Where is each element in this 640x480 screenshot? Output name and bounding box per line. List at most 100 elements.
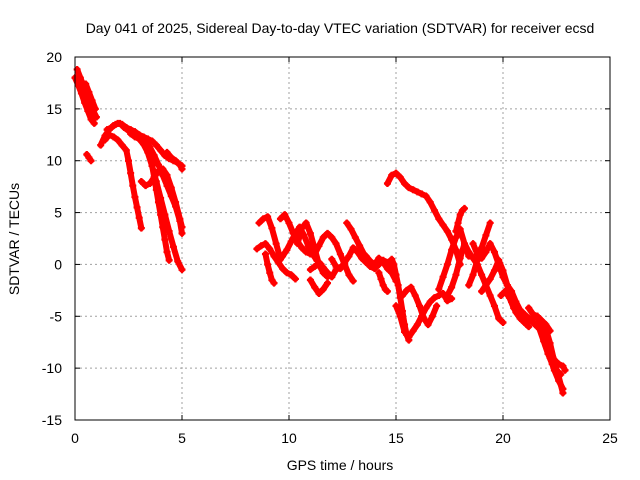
series-arc-f	[101, 131, 145, 232]
data-point	[538, 327, 546, 335]
data-point	[116, 119, 124, 127]
data-point	[520, 319, 528, 327]
data-point	[336, 250, 344, 258]
data-point	[107, 124, 115, 132]
data-point	[159, 223, 167, 231]
data-point	[150, 173, 158, 181]
data-point	[396, 312, 404, 320]
series-arc-ab	[383, 169, 464, 268]
data-point	[133, 203, 141, 211]
data-point	[460, 204, 468, 212]
data-point	[416, 302, 424, 310]
data-point	[87, 115, 95, 123]
data-point	[435, 285, 443, 293]
data-point	[103, 126, 111, 134]
grid-lines	[75, 57, 610, 420]
data-point	[499, 267, 507, 275]
data-point	[422, 192, 430, 200]
data-point	[165, 256, 173, 264]
series-arc-k	[163, 148, 186, 173]
data-point	[255, 219, 263, 227]
data-point	[319, 264, 327, 272]
data-point	[176, 161, 184, 169]
data-point	[469, 240, 477, 248]
data-point	[392, 169, 400, 177]
data-point	[291, 275, 299, 283]
y-tick-label: 5	[54, 205, 62, 221]
data-point	[328, 255, 336, 263]
data-point	[478, 244, 486, 252]
data-point	[409, 186, 417, 194]
data-point	[324, 229, 332, 237]
data-point	[486, 292, 494, 300]
data-point	[161, 236, 169, 244]
data-point	[88, 97, 96, 105]
data-point	[392, 302, 400, 310]
series-arc-d	[83, 150, 95, 165]
series-arc-ae	[452, 204, 468, 235]
data-point	[270, 279, 278, 287]
data-point	[122, 146, 130, 154]
chart-title: Day 041 of 2025, Sidereal Day-to-day VTE…	[86, 20, 595, 36]
data-point	[383, 180, 391, 188]
data-point	[518, 308, 526, 316]
data-point	[87, 157, 95, 165]
data-point	[371, 260, 379, 268]
data-point	[407, 283, 415, 291]
data-point	[85, 88, 93, 96]
data-point	[298, 224, 306, 232]
data-point	[315, 289, 323, 297]
data-point	[167, 184, 175, 192]
data-point	[148, 161, 156, 169]
data-point	[411, 292, 419, 300]
data-point	[274, 258, 282, 266]
data-point	[439, 221, 447, 229]
data-point	[424, 321, 432, 329]
x-tick-label: 25	[602, 430, 618, 446]
data-point	[443, 292, 451, 300]
data-point	[110, 133, 118, 141]
data-point	[559, 385, 567, 393]
data-points	[71, 65, 569, 397]
data-point	[311, 263, 319, 271]
data-point	[377, 275, 385, 283]
data-point	[413, 321, 421, 329]
axis-ticks: 0 5 10 15 20 25 -15 -10 -5 0 5 10 15 20	[42, 49, 618, 446]
y-tick-label: 15	[46, 101, 62, 117]
data-point	[394, 281, 402, 289]
data-point	[144, 138, 152, 146]
data-point	[379, 258, 387, 266]
data-point	[448, 295, 456, 303]
x-axis-label: GPS time / hours	[287, 457, 394, 473]
y-axis-label: SDTVAR / TECUs	[6, 183, 22, 295]
data-point	[486, 219, 494, 227]
data-point	[169, 243, 177, 251]
data-point	[499, 319, 507, 327]
data-point	[131, 133, 139, 141]
data-point	[125, 157, 132, 165]
data-point	[396, 173, 404, 181]
data-point	[388, 255, 396, 263]
data-point	[306, 229, 314, 237]
data-point	[287, 238, 295, 246]
data-point	[426, 198, 434, 206]
data-point	[304, 242, 312, 250]
data-point	[97, 141, 105, 149]
series-arc-ak	[533, 312, 567, 393]
data-point	[283, 246, 291, 254]
y-tick-label: -5	[50, 308, 63, 324]
data-point	[439, 273, 447, 281]
data-point	[426, 298, 434, 306]
data-point	[146, 148, 154, 156]
data-point	[349, 277, 357, 285]
data-point	[266, 245, 274, 253]
data-point	[383, 287, 391, 295]
data-point	[328, 233, 336, 241]
data-point	[356, 242, 364, 250]
data-point	[514, 310, 522, 318]
data-point	[266, 269, 274, 277]
data-point	[546, 345, 554, 353]
data-point	[478, 271, 486, 279]
series-arc-t	[311, 229, 357, 285]
data-point	[456, 211, 464, 219]
